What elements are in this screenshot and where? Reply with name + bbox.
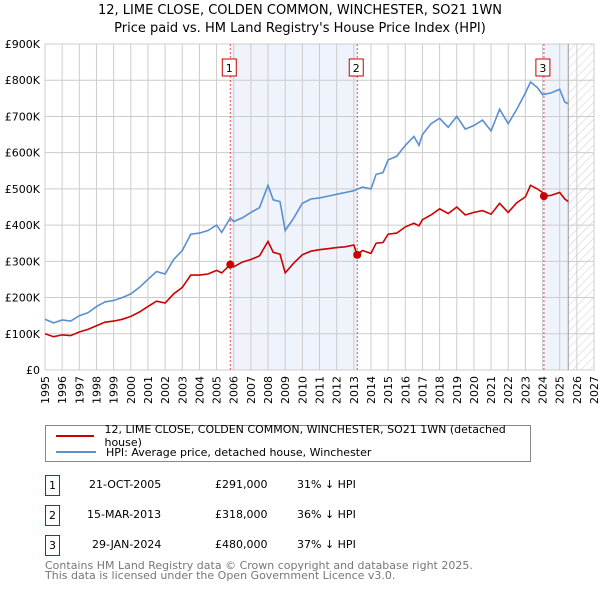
y-tick-label: £500K [5, 183, 41, 196]
transaction-point [353, 250, 362, 259]
y-tick-label: £700K [5, 110, 41, 123]
transaction-number: 3 [45, 535, 60, 556]
transaction-price: £480,000 [215, 538, 268, 551]
x-tick-label: 2023 [519, 376, 532, 404]
x-tick-label: 2021 [485, 376, 498, 404]
x-tick-label: 2000 [125, 376, 138, 404]
transaction-label: 3 [539, 62, 546, 75]
footer-licence: This data is licensed under the Open Gov… [45, 569, 396, 582]
x-tick-label: 2012 [331, 376, 344, 404]
transaction-number: 2 [45, 505, 60, 526]
transaction-label-box [535, 58, 551, 77]
x-tick-label: 1998 [90, 376, 103, 404]
x-tick-label: 2004 [193, 376, 206, 404]
x-tick-label: 2020 [468, 376, 481, 404]
legend-swatch-property [56, 435, 95, 437]
legend-label-property: 12, LIME CLOSE, COLDEN COMMON, WINCHESTE… [104, 423, 506, 449]
footer-copyright: Contains HM Land Registry data © Crown c… [45, 559, 473, 572]
x-tick-label: 2014 [365, 376, 378, 404]
x-tick-label: 2022 [502, 376, 515, 404]
series-line-property [44, 184, 569, 338]
transaction-hpi-diff: 36% ↓ HPI [297, 508, 356, 521]
chart-subtitle: Price paid vs. HM Land Registry's House … [114, 21, 486, 36]
transaction-date: 29-JAN-2024 [92, 538, 162, 551]
x-tick-label: 2017 [416, 376, 429, 404]
transaction-label: 1 [226, 62, 233, 75]
x-tick-label: 2007 [245, 376, 258, 404]
y-tick-label: £800K [5, 74, 41, 87]
y-tick-label: £200K [5, 292, 41, 305]
transaction-price: £318,000 [215, 508, 268, 521]
transaction-label: 2 [353, 62, 360, 75]
forecast-hatch [568, 44, 594, 370]
y-tick-label: £900K [5, 38, 41, 51]
price-chart: 1995 1996 1997 1998 1999 2000 2001 2002 2003 2004… [5, 38, 600, 404]
x-tick-label: 1997 [73, 376, 86, 404]
x-tick-label: 2003 [176, 376, 189, 404]
x-tick-label: 2018 [434, 376, 447, 404]
transaction-date: 15-MAR-2013 [87, 508, 162, 521]
legend-swatch-hpi [56, 451, 96, 453]
shaded-period [543, 44, 569, 370]
legend-item-property: 12, LIME CLOSE, COLDEN COMMON, WINCHESTE… [56, 423, 530, 449]
x-tick-label: 2024 [537, 376, 550, 404]
transaction-label-box [221, 58, 237, 77]
y-tick-label: £600K [5, 147, 41, 160]
legend: 12, LIME CLOSE, COLDEN COMMON, WINCHESTE… [45, 423, 531, 462]
legend-label-hpi: HPI: Average price, detached house, Winc… [106, 445, 372, 459]
y-tick-label: £300K [5, 255, 41, 268]
x-tick-label: 2011 [314, 376, 327, 404]
x-tick-label: 2025 [554, 376, 567, 404]
x-tick-label: 2008 [262, 376, 275, 404]
shaded-period [230, 44, 358, 370]
table-row: 2 15-MAR-2013 £318,000 36% ↓ HPI [45, 505, 545, 526]
table-row: 1 21-OCT-2005 £291,000 31% ↓ HPI [45, 475, 545, 496]
x-tick-label: 2001 [142, 376, 155, 404]
y-tick-label: £100K [5, 328, 41, 341]
x-tick-label: 2013 [348, 376, 361, 404]
table-row: 3 29-JAN-2024 £480,000 37% ↓ HPI [45, 535, 545, 556]
x-tick-label: 1996 [56, 376, 69, 404]
transaction-price: £291,000 [215, 478, 268, 491]
transaction-label-box [348, 58, 364, 77]
legend-item-hpi: HPI: Average price, detached house, Winc… [56, 444, 371, 460]
x-tick-label: 1999 [108, 376, 121, 404]
transaction-hpi-diff: 31% ↓ HPI [297, 478, 356, 491]
x-tick-label: 2026 [571, 376, 584, 404]
x-tick-label: 1995 [39, 376, 52, 404]
series-line-hpi [44, 80, 569, 324]
transaction-date: 21-OCT-2005 [89, 478, 162, 491]
x-tick-label: 2016 [399, 376, 412, 404]
x-tick-label: 2027 [588, 376, 600, 404]
x-tick-label: 2006 [228, 376, 241, 404]
x-tick-label: 2019 [451, 376, 464, 404]
x-tick-label: 2002 [159, 376, 172, 404]
transaction-number: 1 [45, 475, 60, 496]
y-tick-label: £400K [5, 219, 41, 232]
x-tick-label: 2005 [211, 376, 224, 404]
transaction-point [539, 192, 548, 201]
chart-title: 12, LIME CLOSE, COLDEN COMMON, WINCHESTE… [97, 3, 503, 18]
transaction-point [226, 260, 235, 269]
transaction-hpi-diff: 37% ↓ HPI [297, 538, 356, 551]
y-tick-label: £0 [26, 364, 40, 377]
x-tick-label: 2010 [296, 376, 309, 404]
x-tick-label: 2015 [382, 376, 395, 404]
x-tick-label: 2009 [279, 376, 292, 404]
